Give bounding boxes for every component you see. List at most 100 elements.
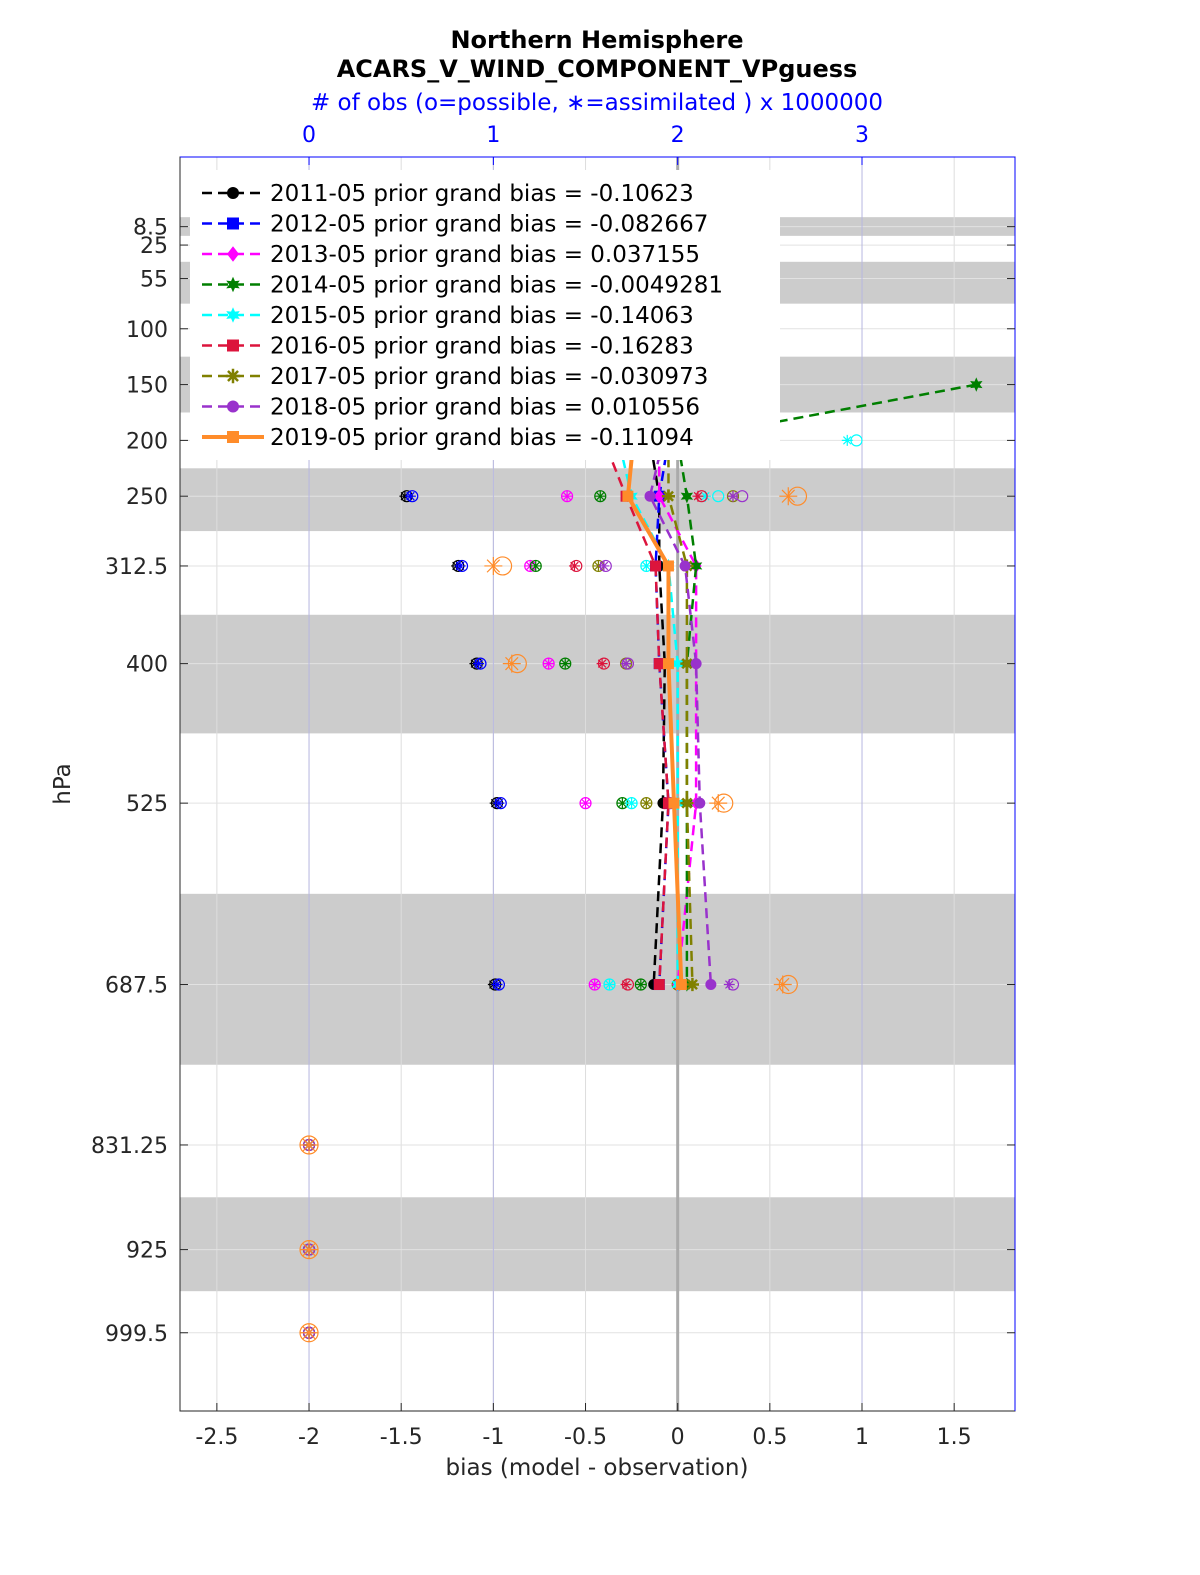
x-tick-label: -0.5 [564,1425,607,1450]
y-tick-label: 925 [126,1239,168,1264]
legend-marker [226,276,240,293]
obs-assimilated-marker [502,654,521,673]
legend-box [190,170,780,460]
obs-assimilated-marker [841,434,853,446]
obs-assimilated-marker [596,658,608,670]
obs-assimilated-marker [779,487,798,506]
legend-label: 2014-05 prior grand bias = -0.0049281 [270,273,723,299]
legend-marker [225,368,241,384]
x-tick-label: -2 [298,1425,320,1450]
top-tick-label: 3 [855,123,869,148]
obs-assimilated-marker [404,490,416,502]
obs-assimilated-marker [616,797,628,809]
x-axis-label: bias (model - observation) [446,1455,749,1481]
obs-assimilated-marker [454,560,466,572]
y-tick-label: 25 [140,234,168,259]
y-tick-label: 831.25 [91,1134,168,1159]
series-point-2013-05 [653,489,665,504]
obs-assimilated-marker [709,794,728,813]
top-tick-label: 2 [671,123,685,148]
obs-assimilated-marker [592,560,604,572]
obs-assimilated-marker [594,490,606,502]
obs-assimilated-marker [640,797,652,809]
obs-assimilated-marker [568,560,580,572]
y-tick-label: 100 [126,318,168,343]
obs-assimilated-marker [580,797,592,809]
level-band [180,614,1015,734]
legend-marker [227,431,239,443]
obs-assimilated-marker [603,979,615,991]
obs-assimilated-marker [773,975,792,994]
chart-title: Northern Hemisphere [450,26,743,54]
obs-assimilated-marker [484,556,503,575]
y-axis-label: hPa [50,763,76,805]
obs-assimilated-marker [300,1135,319,1154]
series-point-2015-05 [671,656,684,671]
obs-assimilated-marker [620,658,632,670]
legend: 2011-05 prior grand bias = -0.10623 2012-… [190,170,780,460]
top-tick-label: 1 [486,123,500,148]
obs-assimilated-marker [300,1323,319,1342]
legend-marker [226,307,240,323]
legend-marker [227,217,239,230]
obs-assimilated-marker [543,658,555,670]
obs-assimilated-marker [493,797,505,809]
obs-possible-marker [712,490,725,503]
x-tick-label: 1.5 [937,1425,972,1450]
obs-assimilated-marker [530,560,542,572]
legend-label: 2012-05 prior grand bias = -0.082667 [270,212,708,238]
series-point-2019-05 [662,560,674,572]
series-point-2017-05 [685,977,700,992]
chart-subtitle: ACARS_V_WIND_COMPONENT_VPguess [337,55,858,83]
series-point-2018-05 [694,797,706,809]
legend-marker [227,339,239,352]
series-point-2016-05 [653,979,665,991]
level-band [180,1197,1015,1292]
y-tick-label: 525 [126,792,168,817]
obs-assimilated-marker [640,560,652,572]
legend-label: 2018-05 prior grand bias = 0.010556 [270,395,700,421]
x-tick-label: 0 [671,1425,685,1450]
obs-assimilated-marker [300,1240,319,1259]
x-tick-label: -1 [482,1425,504,1450]
series-point-2019-05 [668,797,680,809]
y-tick-label: 250 [126,485,168,510]
series-point-2014-05 [680,489,694,504]
x-tick-label: 0.5 [752,1425,787,1450]
y-tick-label: 999.5 [105,1322,168,1347]
obs-assimilated-marker [692,490,704,502]
obs-assimilated-marker [473,658,485,670]
obs-assimilated-marker [699,490,711,502]
legend-marker [227,187,239,199]
axes: -2.5 -2 -1.5 -1 -0.5 0 0.5 1 1.5 0 1 2 3 8.525 55 100 15… [91,123,1016,1450]
series-point-2018-05 [705,979,717,991]
legend-label: 2017-05 prior grand bias = -0.030973 [270,364,708,390]
obs-assimilated-marker [620,979,632,991]
legend-label: 2019-05 prior grand bias = -0.11094 [270,425,694,451]
y-tick-label: 55 [140,268,168,293]
top-tick-label: 0 [302,123,316,148]
series-point-2017-05 [680,657,694,671]
obs-assimilated-marker [598,560,610,572]
y-tick-label: 312.5 [105,555,168,580]
y-tick-label: 200 [126,429,168,454]
obs-assimilated-marker [626,797,638,809]
obs-assimilated-marker [491,979,503,991]
series-point-2019-05 [662,658,674,670]
obs-assimilated-marker [635,979,647,991]
legend-label: 2016-05 prior grand bias = -0.16283 [270,334,694,360]
series-point-2016-05 [662,797,674,809]
series-point-2017-05 [661,489,676,503]
series-point-2016-05 [653,658,665,670]
obs-assimilated-marker [559,658,571,670]
series-point-2018-05 [644,490,656,502]
series-point-2019-05 [622,490,634,502]
y-tick-label: 400 [126,653,168,678]
series-point-2019-05 [675,979,687,991]
series-point-2016-05 [650,560,662,572]
legend-label: 2011-05 prior grand bias = -0.10623 [270,181,694,207]
legend-marker [227,400,239,413]
obs-assimilated-marker [723,979,735,991]
x-tick-label: 1 [855,1425,869,1450]
